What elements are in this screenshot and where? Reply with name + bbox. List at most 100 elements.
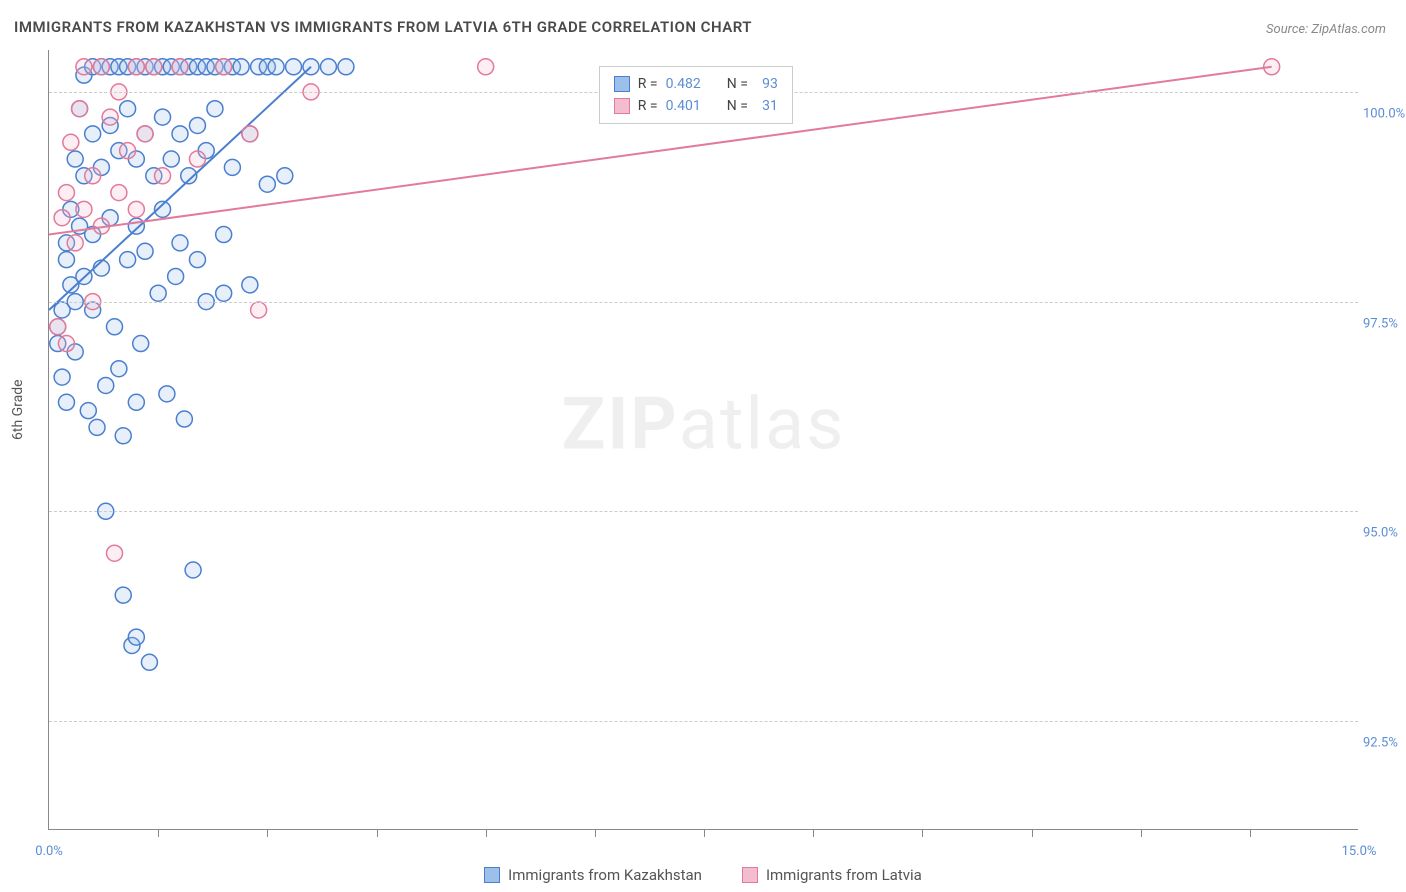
scatter-svg xyxy=(49,50,1358,829)
scatter-point xyxy=(133,336,149,352)
n-label: N = xyxy=(727,73,748,95)
scatter-point xyxy=(189,151,205,167)
n-label: N = xyxy=(727,95,748,117)
scatter-point xyxy=(189,252,205,268)
scatter-point xyxy=(216,227,232,243)
legend-swatch xyxy=(742,867,758,883)
scatter-point xyxy=(128,59,144,75)
plot-area: ZIPatlas 92.5%95.0%97.5%100.0%0.0%15.0%R… xyxy=(48,50,1358,830)
scatter-point xyxy=(111,361,127,377)
y-tick-label: 97.5% xyxy=(1363,316,1406,331)
scatter-point xyxy=(128,629,144,645)
gridline-h xyxy=(49,302,1358,303)
x-tick xyxy=(1032,829,1033,837)
r-value: 0.482 xyxy=(666,73,701,95)
x-tick-label: 0.0% xyxy=(35,844,63,859)
scatter-point xyxy=(172,235,188,251)
scatter-point xyxy=(320,59,336,75)
gridline-h xyxy=(49,511,1358,512)
x-tick xyxy=(267,829,268,837)
scatter-point xyxy=(146,59,162,75)
scatter-point xyxy=(120,143,136,159)
scatter-point xyxy=(159,386,175,402)
x-tick xyxy=(922,829,923,837)
scatter-point xyxy=(286,59,302,75)
scatter-point xyxy=(176,411,192,427)
scatter-point xyxy=(50,319,66,335)
legend-label: Immigrants from Latvia xyxy=(766,866,922,884)
scatter-point xyxy=(120,252,136,268)
x-tick xyxy=(595,829,596,837)
scatter-point xyxy=(150,285,166,301)
chart-title: IMMIGRANTS FROM KAZAKHSTAN VS IMMIGRANTS… xyxy=(14,18,752,36)
scatter-point xyxy=(85,168,101,184)
scatter-point xyxy=(58,394,74,410)
scatter-point xyxy=(172,59,188,75)
scatter-point xyxy=(163,151,179,167)
scatter-point xyxy=(63,134,79,150)
scatter-point xyxy=(242,126,258,142)
scatter-point xyxy=(216,59,232,75)
scatter-point xyxy=(168,268,184,284)
legend-label: Immigrants from Kazakhstan xyxy=(508,866,702,884)
gridline-h xyxy=(49,721,1358,722)
x-tick xyxy=(486,829,487,837)
legend-swatch xyxy=(614,98,630,114)
scatter-point xyxy=(58,336,74,352)
n-value: 93 xyxy=(756,73,778,95)
legend-swatch xyxy=(614,76,630,92)
scatter-point xyxy=(89,419,105,435)
scatter-point xyxy=(54,210,70,226)
scatter-point xyxy=(76,201,92,217)
scatter-point xyxy=(128,201,144,217)
scatter-point xyxy=(259,176,275,192)
scatter-point xyxy=(58,185,74,201)
scatter-point xyxy=(185,562,201,578)
source-attribution: Source: ZipAtlas.com xyxy=(1266,22,1386,37)
scatter-point xyxy=(268,59,284,75)
scatter-point xyxy=(216,285,232,301)
scatter-point xyxy=(67,151,83,167)
scatter-point xyxy=(137,243,153,259)
scatter-point xyxy=(98,377,114,393)
r-value: 0.401 xyxy=(666,95,701,117)
scatter-point xyxy=(115,587,131,603)
x-tick-label: 15.0% xyxy=(1342,844,1377,859)
scatter-point xyxy=(207,101,223,117)
y-tick-label: 92.5% xyxy=(1363,735,1406,750)
scatter-point xyxy=(224,159,240,175)
x-tick xyxy=(158,829,159,837)
bottom-legend-item: Immigrants from Latvia xyxy=(742,866,922,884)
y-tick-label: 100.0% xyxy=(1363,106,1406,121)
scatter-point xyxy=(338,59,354,75)
scatter-point xyxy=(128,394,144,410)
scatter-point xyxy=(111,185,127,201)
bottom-legend: Immigrants from Kazakhstan Immigrants fro… xyxy=(0,866,1406,884)
x-tick xyxy=(377,829,378,837)
scatter-point xyxy=(67,235,83,251)
scatter-point xyxy=(172,126,188,142)
legend-swatch xyxy=(484,867,500,883)
stats-legend-row: R =0.482N =93 xyxy=(614,73,778,95)
stats-legend: R =0.482N =93R =0.401N =31 xyxy=(599,66,793,125)
x-tick xyxy=(813,829,814,837)
scatter-point xyxy=(155,168,171,184)
r-label: R = xyxy=(638,95,658,117)
y-tick-label: 95.0% xyxy=(1363,526,1406,541)
scatter-point xyxy=(115,428,131,444)
scatter-point xyxy=(58,252,74,268)
scatter-point xyxy=(80,403,96,419)
bottom-legend-item: Immigrants from Kazakhstan xyxy=(484,866,702,884)
n-value: 31 xyxy=(756,95,778,117)
scatter-point xyxy=(76,59,92,75)
scatter-point xyxy=(120,101,136,117)
scatter-point xyxy=(54,369,70,385)
scatter-point xyxy=(251,302,267,318)
scatter-point xyxy=(277,168,293,184)
scatter-point xyxy=(102,109,118,125)
scatter-point xyxy=(128,218,144,234)
scatter-point xyxy=(93,59,109,75)
scatter-point xyxy=(478,59,494,75)
scatter-point xyxy=(233,59,249,75)
scatter-point xyxy=(85,126,101,142)
